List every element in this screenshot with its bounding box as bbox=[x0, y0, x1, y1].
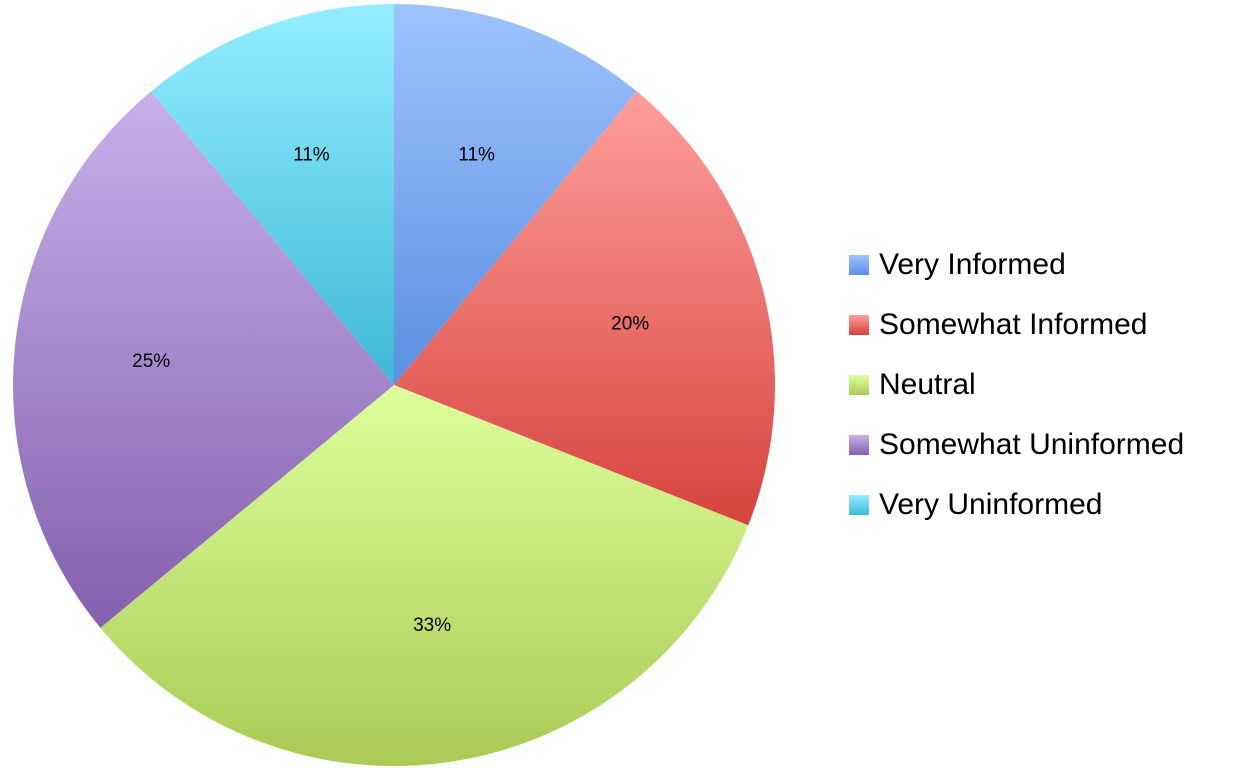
legend: Very Informed Somewhat Informed Neutral … bbox=[849, 245, 1184, 545]
pie-slice-very-informed bbox=[394, 4, 637, 385]
legend-item-somewhat-informed: Somewhat Informed bbox=[849, 305, 1184, 345]
legend-label-somewhat-informed: Somewhat Informed bbox=[879, 308, 1148, 341]
legend-item-very-informed: Very Informed bbox=[849, 245, 1184, 285]
legend-item-neutral: Neutral bbox=[849, 365, 1184, 405]
legend-swatch-somewhat-informed bbox=[849, 315, 869, 335]
legend-item-somewhat-uninformed: Somewhat Uninformed bbox=[849, 425, 1184, 465]
legend-label-somewhat-uninformed: Somewhat Uninformed bbox=[879, 428, 1185, 461]
legend-label-very-informed: Very Informed bbox=[879, 248, 1066, 281]
legend-swatch-very-uninformed bbox=[849, 495, 869, 515]
legend-item-very-uninformed: Very Uninformed bbox=[849, 485, 1184, 525]
legend-label-neutral: Neutral bbox=[879, 368, 976, 401]
data-label-very-informed: 11% bbox=[458, 145, 495, 166]
pie-slice-neutral bbox=[100, 385, 749, 767]
data-label-very-uninformed: 11% bbox=[293, 145, 330, 166]
pie-slice-somewhat-informed bbox=[394, 91, 775, 526]
pie-slice-somewhat-uninformed bbox=[12, 91, 394, 628]
legend-swatch-neutral bbox=[849, 375, 869, 395]
data-label-somewhat-uninformed: 25% bbox=[132, 351, 170, 372]
pie-data-labels: 11% 20% 33% 25% 11% bbox=[132, 145, 649, 636]
legend-label-very-uninformed: Very Uninformed bbox=[879, 488, 1103, 521]
legend-swatch-somewhat-uninformed bbox=[849, 435, 869, 455]
legend-swatch-very-informed bbox=[849, 255, 869, 275]
data-label-neutral: 33% bbox=[413, 615, 451, 636]
data-label-somewhat-informed: 20% bbox=[611, 313, 649, 334]
pie-slice-very-uninformed bbox=[151, 3, 394, 385]
pie-slices bbox=[12, 3, 775, 767]
